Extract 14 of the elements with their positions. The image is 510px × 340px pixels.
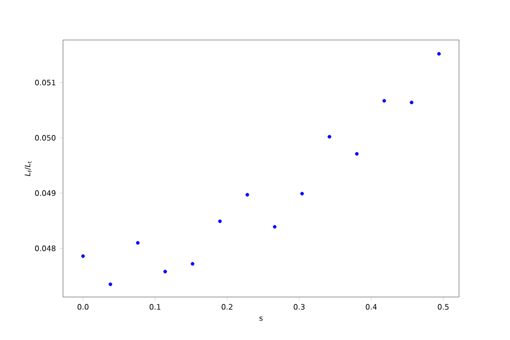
point — [328, 134, 332, 139]
point — [382, 98, 386, 103]
point — [272, 225, 276, 229]
point — [136, 241, 140, 245]
point — [163, 270, 167, 274]
point — [190, 262, 194, 266]
point — [81, 254, 85, 258]
point — [108, 282, 112, 286]
point — [300, 192, 304, 196]
point — [246, 192, 250, 197]
point — [437, 52, 441, 56]
point — [218, 219, 222, 224]
point — [410, 100, 414, 104]
point — [355, 152, 359, 156]
